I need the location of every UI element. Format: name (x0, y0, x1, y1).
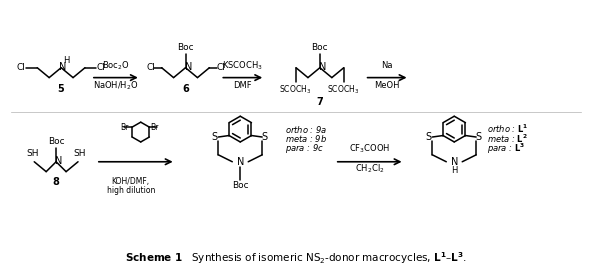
Text: N: N (185, 62, 192, 72)
Text: Br: Br (121, 123, 129, 132)
Text: $para$ : 9c: $para$ : 9c (285, 142, 324, 155)
Text: Boc$_2$O: Boc$_2$O (102, 60, 130, 72)
Text: Boc: Boc (232, 181, 249, 190)
Text: S: S (425, 132, 432, 142)
Text: CF$_3$COOH: CF$_3$COOH (349, 143, 390, 155)
Text: N: N (55, 156, 63, 166)
Text: H: H (63, 56, 69, 65)
Text: $\bf{Scheme\ 1}$   Synthesis of isomeric NS$_2$-donor macrocycles, $\bf{L^1}$–$\: $\bf{Scheme\ 1}$ Synthesis of isomeric N… (125, 250, 467, 266)
Text: 6: 6 (182, 84, 189, 94)
Text: SCOCH$_3$: SCOCH$_3$ (327, 83, 359, 96)
Text: N: N (237, 157, 244, 167)
Text: $meta$ : 9b: $meta$ : 9b (285, 134, 327, 145)
Text: $para$ : $\mathbf{L^3}$: $para$ : $\mathbf{L^3}$ (487, 142, 525, 156)
Text: H: H (451, 166, 458, 175)
Text: N: N (59, 62, 66, 72)
Text: SH: SH (74, 149, 86, 158)
Text: S: S (261, 132, 267, 142)
Text: Boc: Boc (177, 43, 194, 52)
Text: Na: Na (381, 61, 392, 70)
Text: Boc: Boc (48, 137, 65, 147)
Text: 8: 8 (53, 176, 60, 187)
Text: Br: Br (150, 123, 159, 132)
Text: $ortho$ : $\mathbf{L^1}$: $ortho$ : $\mathbf{L^1}$ (487, 123, 529, 135)
Text: S: S (211, 132, 217, 142)
Text: 5: 5 (58, 84, 65, 94)
Text: SCOCH$_3$: SCOCH$_3$ (279, 83, 311, 96)
Text: Cl: Cl (17, 63, 25, 72)
Text: DMF: DMF (233, 81, 252, 90)
Text: Cl: Cl (217, 63, 226, 72)
Text: SH: SH (26, 149, 38, 158)
Text: high dilution: high dilution (107, 186, 155, 195)
Text: MeOH: MeOH (374, 81, 400, 90)
Text: S: S (475, 132, 481, 142)
Text: $ortho$ : 9a: $ortho$ : 9a (285, 124, 327, 135)
Text: Cl: Cl (146, 63, 155, 72)
Text: CH$_2$Cl$_2$: CH$_2$Cl$_2$ (355, 162, 384, 175)
Text: N: N (319, 62, 326, 72)
Text: NaOH/H$_2$O: NaOH/H$_2$O (93, 79, 139, 92)
Text: Cl: Cl (96, 63, 105, 72)
Text: 7: 7 (317, 98, 323, 107)
Text: KSCOCH$_3$: KSCOCH$_3$ (222, 60, 263, 72)
Text: $meta$ : $\mathbf{L^2}$: $meta$ : $\mathbf{L^2}$ (487, 133, 528, 145)
Text: Boc: Boc (311, 43, 328, 52)
Text: N: N (451, 157, 458, 167)
Text: KOH/DMF,: KOH/DMF, (112, 177, 150, 186)
